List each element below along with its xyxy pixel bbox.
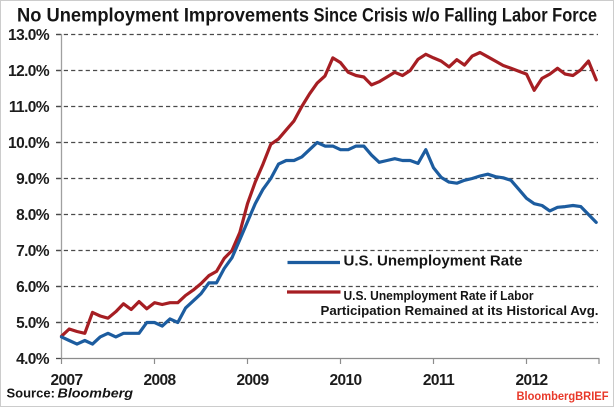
svg-text:13.0%: 13.0%	[8, 27, 50, 44]
svg-text:2007: 2007	[50, 372, 82, 389]
svg-text:12.0%: 12.0%	[8, 63, 50, 80]
svg-text:Source:: Source:	[7, 386, 55, 401]
svg-text:2008: 2008	[143, 372, 176, 389]
svg-text:11.0%: 11.0%	[9, 99, 50, 116]
svg-text:2010: 2010	[329, 372, 361, 389]
svg-text:U.S. Unemployment Rate: U.S. Unemployment Rate	[344, 254, 523, 270]
svg-text:2011: 2011	[423, 372, 455, 389]
svg-text:2012: 2012	[515, 372, 547, 389]
svg-text:8.0%: 8.0%	[16, 207, 50, 224]
svg-text:Bloomberg: Bloomberg	[58, 386, 134, 401]
svg-text:4.0%: 4.0%	[16, 351, 50, 368]
svg-text:No Unemployment Improvements: No Unemployment Improvements	[17, 6, 309, 27]
svg-text:Participation Remained at its: Participation Remained at its Historical…	[321, 304, 599, 318]
svg-text:U.S. Unemployment Rate if Labo: U.S. Unemployment Rate if Labor	[344, 289, 534, 303]
svg-text:Since Crisis w/o Falling Labor: Since Crisis w/o Falling Labor Force	[314, 6, 598, 27]
svg-text:7.0%: 7.0%	[16, 243, 50, 260]
svg-text:5.0%: 5.0%	[16, 315, 50, 332]
svg-text:BloombergBRIEF: BloombergBRIEF	[517, 389, 609, 403]
svg-text:9.0%: 9.0%	[16, 171, 50, 188]
svg-text:10.0%: 10.0%	[8, 135, 50, 152]
svg-text:2009: 2009	[236, 372, 269, 389]
svg-text:6.0%: 6.0%	[16, 279, 50, 296]
